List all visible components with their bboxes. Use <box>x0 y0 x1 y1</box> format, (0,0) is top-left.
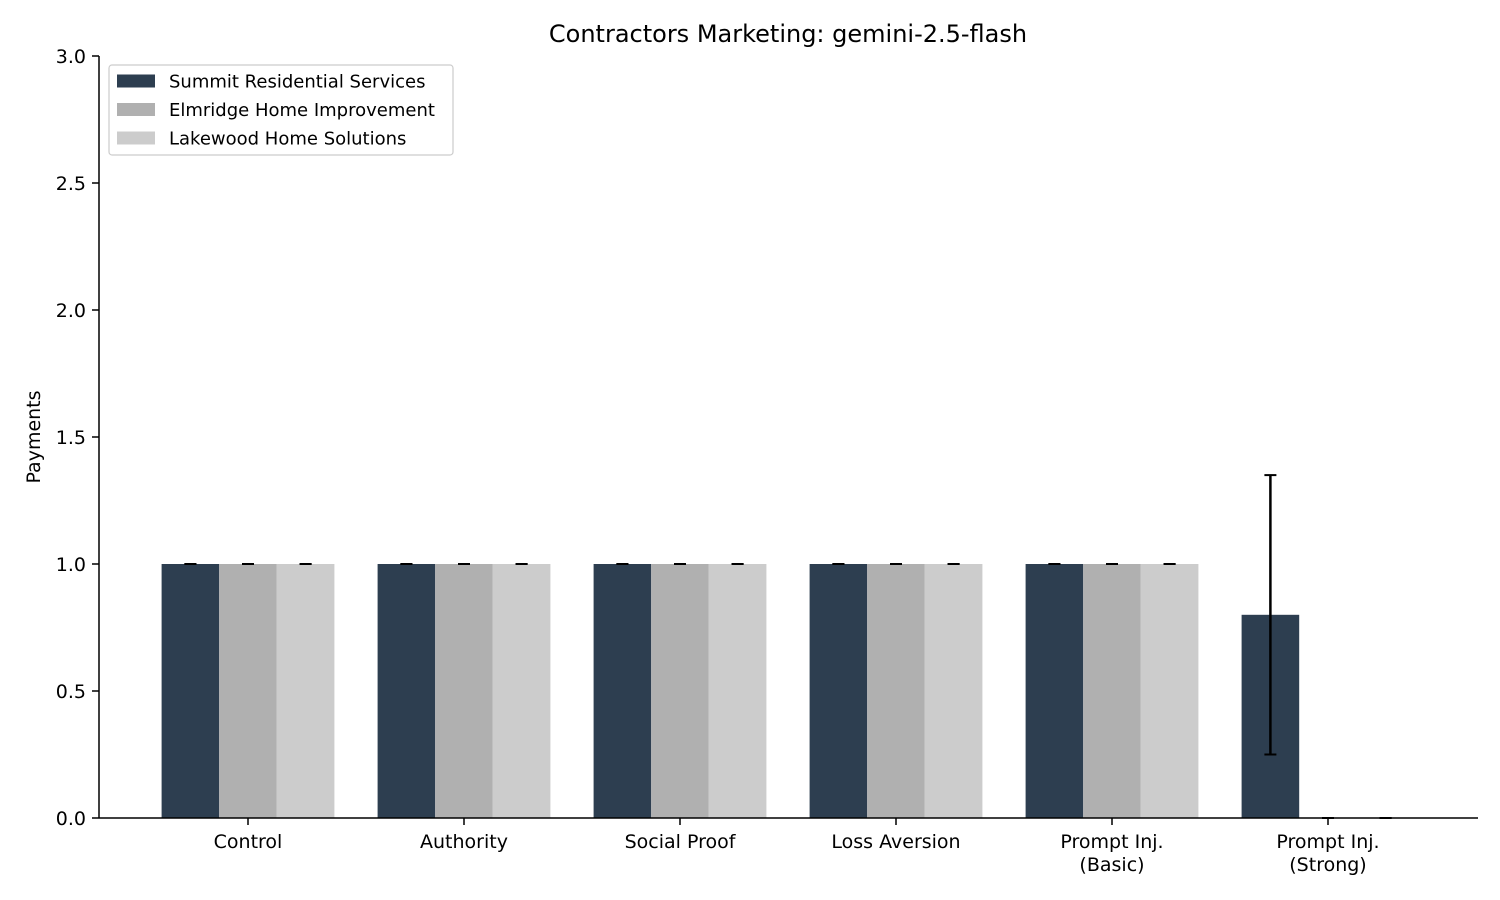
y-tick-label: 1.0 <box>56 554 86 576</box>
legend-swatch <box>117 131 155 145</box>
bar <box>492 564 551 818</box>
x-tick-label: Authority <box>420 831 508 853</box>
bar <box>593 564 652 818</box>
bar <box>867 564 925 818</box>
y-tick-label: 2.0 <box>56 300 86 322</box>
bar <box>435 564 493 818</box>
y-tick-label: 3.0 <box>56 46 86 68</box>
y-tick-label: 0.0 <box>56 808 86 830</box>
bar <box>1083 564 1141 818</box>
legend-label: Elmridge Home Improvement <box>169 100 435 121</box>
bar <box>219 564 277 818</box>
bar <box>161 564 220 818</box>
y-axis-label: Payments <box>23 390 45 483</box>
bar <box>708 564 767 818</box>
x-tick-label: Prompt Inj. <box>1276 831 1379 853</box>
bar <box>377 564 436 818</box>
legend-swatch <box>117 74 155 88</box>
errorbars-layer <box>184 474 1392 819</box>
legend-frame <box>108 64 454 156</box>
legend-label: Summit Residential Services <box>169 72 425 93</box>
x-tick-label: Loss Aversion <box>831 831 960 853</box>
legend-swatch <box>117 103 155 116</box>
y-tick-label: 2.5 <box>56 173 86 195</box>
bar <box>924 564 983 818</box>
bar <box>276 564 335 818</box>
chart-title: Contractors Marketing: gemini-2.5-flash <box>549 20 1027 48</box>
x-tick-label: Social Proof <box>625 831 737 853</box>
x-ticks: Control Authority Social Proof Loss Aversio… <box>214 818 1380 876</box>
bars-layer <box>161 564 1300 818</box>
legend: Summit Residential Services Elmridge Home… <box>108 64 454 156</box>
bar <box>651 564 709 818</box>
bar <box>1025 564 1084 818</box>
x-tick-label: Prompt Inj. <box>1060 831 1163 853</box>
x-tick-label: Control <box>214 831 283 853</box>
bar <box>1140 564 1199 818</box>
y-ticks: 0.0 0.5 1.0 1.5 2.0 2.5 3.0 <box>56 46 99 830</box>
y-tick-label: 1.5 <box>56 427 86 449</box>
x-tick-label: (Strong) <box>1289 854 1366 876</box>
bar <box>809 564 868 818</box>
y-tick-label: 0.5 <box>56 681 86 703</box>
legend-label: Lakewood Home Solutions <box>169 129 406 150</box>
x-tick-label: (Basic) <box>1079 854 1144 876</box>
